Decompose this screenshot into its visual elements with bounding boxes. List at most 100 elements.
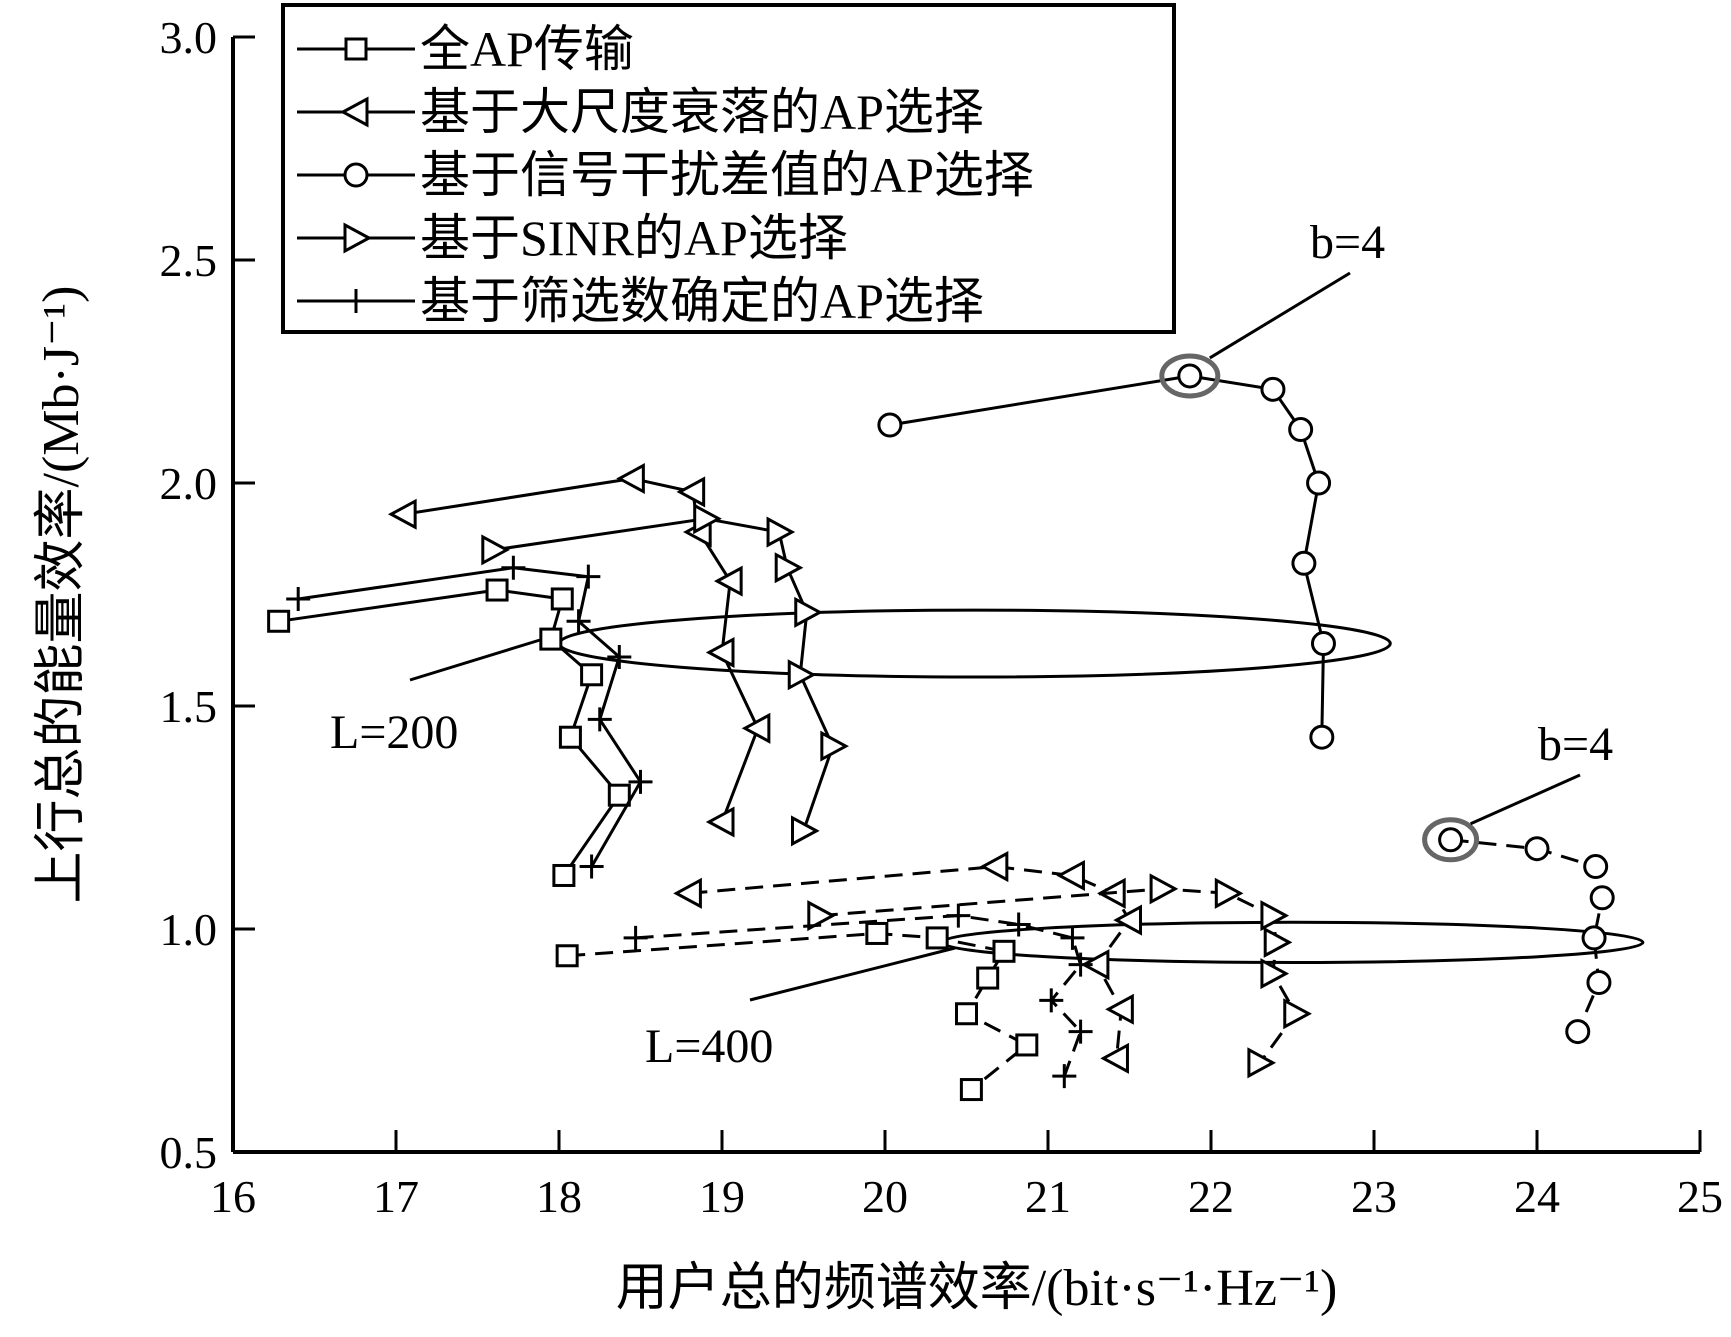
leader-line	[1469, 773, 1581, 826]
x-tick-label: 23	[1351, 1171, 1397, 1222]
marker-circle	[1309, 724, 1335, 750]
marker-circle	[1583, 854, 1609, 880]
series-line	[889, 374, 1325, 738]
marker-circle	[877, 412, 903, 438]
marker-circle	[1581, 925, 1607, 951]
group-ellipses	[557, 608, 1645, 964]
series-line	[297, 566, 642, 868]
marker-triangle-right	[766, 516, 796, 548]
legend-entry: 基于筛选数确定的AP选择	[297, 273, 984, 329]
marker-square	[607, 783, 631, 807]
x-tick-label: 17	[373, 1171, 419, 1222]
axes: 16 17 18 19 20 21 22 23 24 25 0.5 1.0 1.5 2.0 2.5 3.0 用户…	[33, 12, 1723, 1317]
marker-triangle-right	[794, 596, 823, 628]
marker-triangle-right	[820, 730, 849, 762]
x-axis-title: 用户总的频谱效率/(bit·s⁻¹·Hz⁻¹)	[616, 1260, 1338, 1317]
marker-triangle-left	[388, 498, 417, 530]
x-tick-label: 20	[862, 1171, 908, 1222]
marker-square	[580, 663, 604, 687]
marker-circle	[1524, 836, 1550, 862]
marker-plus	[623, 925, 648, 950]
series-4	[286, 555, 653, 879]
legend-entry: 全AP传输	[297, 21, 634, 77]
series-3	[481, 503, 849, 847]
marker-triangle-right	[693, 503, 722, 535]
marker-square	[485, 578, 509, 602]
marker-plus	[576, 564, 601, 589]
legend-label: 基于信号干扰差值的AP选择	[420, 147, 1034, 203]
annotation-label: b=4	[1310, 216, 1385, 269]
marker-triangle-left	[741, 712, 771, 744]
series-8	[807, 873, 1312, 1079]
marker-plus	[1052, 1064, 1077, 1089]
series-6	[673, 851, 1142, 1074]
y-tick-label: 1.5	[160, 681, 218, 732]
marker-plus	[579, 854, 604, 879]
marker-triangle-right	[481, 534, 510, 566]
marker-plus	[1068, 952, 1093, 977]
series-9	[623, 903, 1093, 1089]
marker-square	[267, 609, 291, 633]
leader-line	[409, 638, 541, 682]
marker-plus	[587, 707, 612, 732]
marker-plus	[946, 903, 971, 928]
marker-triangle-left	[1113, 904, 1142, 936]
series-layer	[267, 363, 1615, 1102]
marker-triangle-right	[1263, 926, 1293, 958]
marker-square	[992, 939, 1016, 963]
legend-box	[281, 3, 1176, 334]
series-line	[689, 865, 1131, 1059]
x-tick-label: 24	[1514, 1171, 1560, 1222]
marker-triangle-left	[705, 806, 735, 838]
marker-circle	[1438, 827, 1464, 853]
marker-triangle-left	[1105, 993, 1134, 1025]
marker-triangle-right	[774, 552, 804, 584]
marker-triangle-right	[1214, 877, 1244, 909]
marker-circle	[1586, 970, 1612, 996]
series-line	[1450, 838, 1604, 1033]
marker-triangle-left	[1080, 949, 1110, 981]
x-tick-label: 22	[1188, 1171, 1234, 1222]
legend-entry: 基于大尺度衰落的AP选择	[297, 84, 984, 140]
marker-circle	[1260, 376, 1286, 402]
series-line	[493, 517, 835, 832]
marker-triangle-left	[714, 565, 743, 597]
marker-triangle-left	[616, 463, 645, 495]
marker-circle	[1310, 631, 1336, 657]
highlight-circle	[1159, 353, 1221, 399]
y-tick-label: 1.0	[160, 904, 218, 955]
marker-square	[1015, 1033, 1039, 1057]
x-tick-label: 25	[1677, 1171, 1723, 1222]
marker-circle	[343, 162, 369, 188]
legend-label: 全AP传输	[420, 21, 634, 77]
marker-triangle-right	[343, 222, 373, 254]
marker-circle	[1288, 416, 1314, 442]
marker-plus	[566, 609, 591, 634]
y-axis-title: 上行总的能量效率/(Mb·J⁻¹)	[33, 286, 90, 904]
legend-entry: 基于信号干扰差值的AP选择	[297, 147, 1034, 203]
marker-plus	[344, 289, 368, 313]
x-tick-label: 19	[699, 1171, 745, 1222]
marker-triangle-left	[1100, 1042, 1129, 1074]
marker-square	[558, 725, 582, 749]
legend-label: 基于大尺度衰落的AP选择	[420, 84, 984, 140]
ellipse-l400	[940, 920, 1645, 964]
marker-circle	[1306, 470, 1332, 496]
marker-plus	[1068, 1019, 1093, 1044]
marker-circle	[1589, 885, 1615, 911]
x-tick-label: 16	[210, 1171, 256, 1222]
legend-label: 基于筛选数确定的AP选择	[420, 273, 984, 329]
ellipse-l200	[557, 608, 1392, 679]
y-tick-label: 2.5	[160, 235, 218, 286]
marker-triangle-left	[1056, 859, 1085, 891]
marker-triangle-right	[1247, 1047, 1277, 1079]
marker-triangle-right	[787, 659, 817, 691]
marker-circle	[1565, 1019, 1591, 1045]
marker-triangle-left	[676, 476, 706, 508]
annotation-label: L=200	[330, 706, 458, 759]
marker-plus	[607, 644, 632, 669]
marker-square	[539, 627, 563, 651]
series-line	[819, 887, 1298, 1064]
marker-square	[344, 37, 368, 61]
